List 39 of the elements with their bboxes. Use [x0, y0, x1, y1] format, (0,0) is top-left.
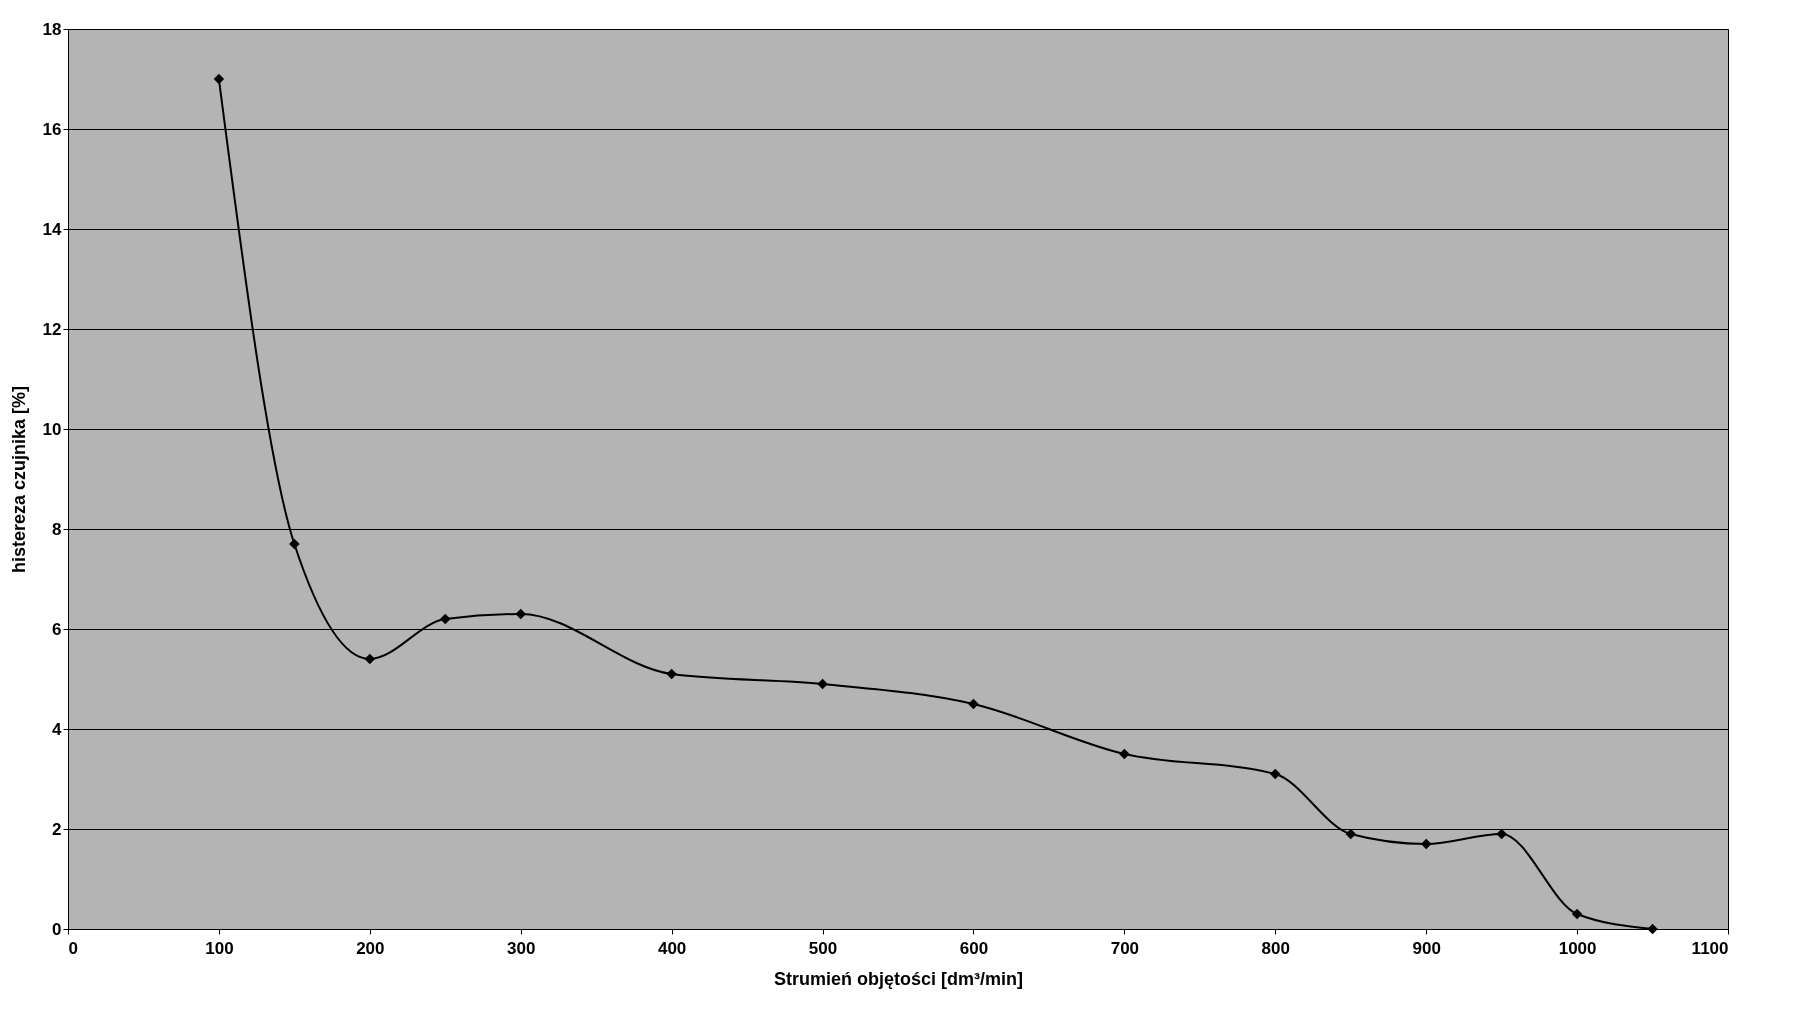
x-tick-label: 700 — [1110, 938, 1140, 958]
point — [1571, 908, 1583, 920]
x-tick-label: 800 — [1261, 938, 1290, 958]
point — [515, 608, 526, 620]
point — [289, 538, 300, 550]
point — [1270, 768, 1281, 780]
x-tick-label: 1000 — [1558, 938, 1597, 958]
x-tick-label: 100 — [205, 938, 234, 958]
y-tick-label: 14 — [42, 219, 63, 239]
x-tick-label: 0 — [68, 938, 78, 958]
x-tick-label: 500 — [808, 938, 838, 958]
y-tick-label: 10 — [42, 419, 62, 439]
point — [968, 698, 979, 710]
y-tick-label: 16 — [42, 119, 62, 139]
point — [1647, 923, 1658, 935]
point — [440, 613, 451, 625]
x-tick-label: 1100 — [1691, 938, 1729, 958]
y-tick-label: 4 — [52, 719, 63, 739]
point — [213, 73, 225, 85]
y-tick-label: 12 — [42, 319, 62, 339]
y-axis-title: histereza czujnika [%] — [8, 385, 29, 574]
y-tick-label: 6 — [52, 619, 62, 639]
x-tick-label: 300 — [507, 938, 536, 958]
point — [1420, 838, 1432, 850]
point — [364, 653, 376, 665]
point — [817, 678, 828, 690]
y-tick-label: 2 — [52, 819, 62, 839]
y-tick-label: 0 — [52, 919, 62, 939]
x-tick-label: 600 — [959, 938, 989, 958]
point — [666, 668, 677, 680]
x-tick-label: 400 — [657, 938, 687, 958]
x-axis-title: Strumień objętości [dm³/min] — [773, 968, 1024, 989]
point — [1496, 828, 1507, 840]
x-tick-label: 200 — [356, 938, 385, 958]
y-tick-label: 18 — [42, 19, 62, 39]
x-tick-label: 900 — [1412, 938, 1441, 958]
y-tick-label: 8 — [52, 519, 62, 539]
point — [1119, 748, 1130, 760]
point — [1345, 828, 1356, 840]
